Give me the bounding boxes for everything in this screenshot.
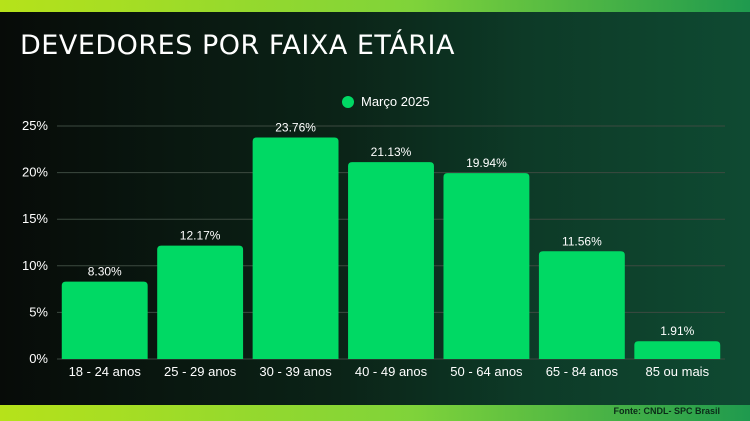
y-tick-label: 25% [22, 118, 48, 133]
legend: Março 2025 [342, 94, 430, 109]
x-tick-label: 50 - 64 anos [450, 364, 523, 379]
y-tick-label: 5% [29, 304, 48, 319]
bar [157, 245, 244, 359]
data-label: 1.91% [660, 324, 694, 338]
legend-swatch [342, 95, 354, 108]
x-tick-label: 18 - 24 anos [69, 364, 142, 379]
y-tick-label: 10% [22, 258, 48, 273]
data-label: 21.13% [371, 145, 412, 159]
bar [443, 173, 530, 359]
data-label: 8.30% [88, 265, 122, 279]
data-label: 19.94% [466, 156, 507, 170]
chart-title: DEVEDORES POR FAIXA ETÁRIA [20, 30, 455, 61]
bar [538, 251, 625, 359]
x-tick-label: 40 - 49 anos [355, 364, 428, 379]
source-note: Fonte: CNDL- SPC Brasil [613, 406, 720, 416]
bottom-accent-bar [0, 405, 750, 421]
top-accent-bar [0, 0, 750, 12]
data-label: 11.56% [562, 234, 602, 248]
bar [61, 281, 148, 359]
bar [634, 341, 721, 359]
legend-label: Março 2025 [361, 94, 430, 109]
bar [348, 162, 434, 359]
bar [252, 137, 339, 359]
data-label: 23.76% [275, 121, 316, 135]
y-tick-label: 0% [29, 351, 48, 366]
y-tick-label: 15% [22, 211, 48, 226]
x-tick-label: 65 - 84 anos [546, 364, 619, 379]
x-tick-label: 85 ou mais [645, 364, 709, 379]
data-label: 12.17% [180, 229, 221, 243]
y-tick-label: 20% [22, 165, 48, 180]
x-tick-label: 25 - 29 anos [164, 364, 237, 379]
x-tick-label: 30 - 39 anos [259, 364, 332, 379]
